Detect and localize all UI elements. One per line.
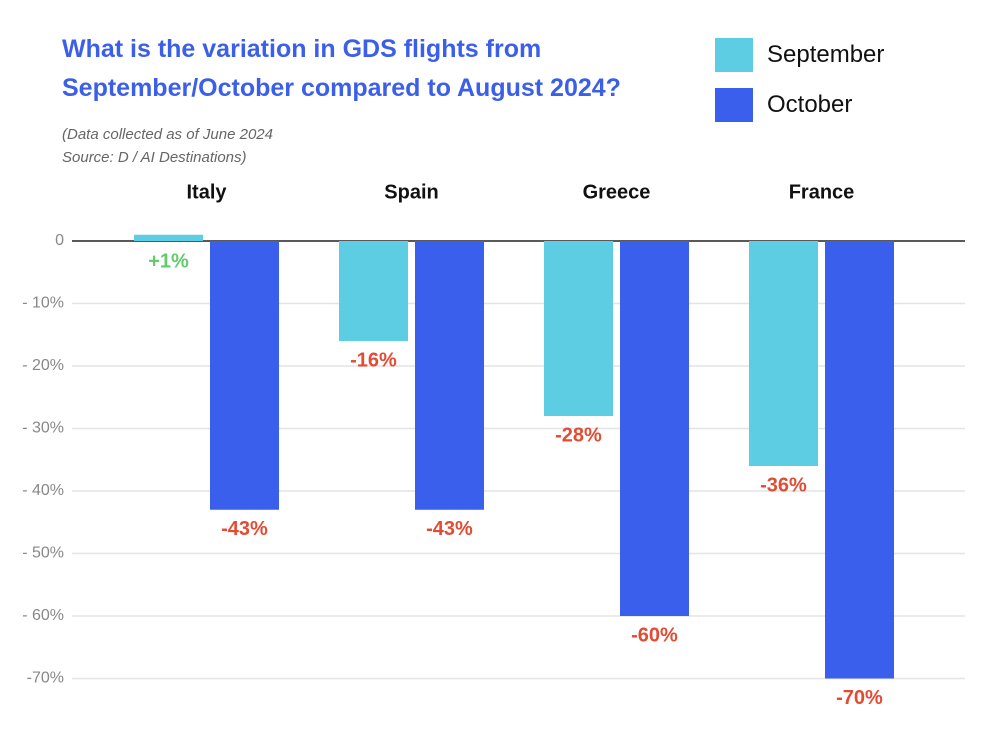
- bar-october: [415, 241, 484, 510]
- data-label: -28%: [555, 424, 602, 446]
- legend-label-september: September: [767, 41, 885, 68]
- y-tick-label: - 60%: [22, 607, 64, 624]
- data-label: -36%: [760, 474, 807, 496]
- legend-item-october: October: [715, 88, 884, 122]
- data-label: -60%: [631, 624, 678, 646]
- y-tick-label: 0: [55, 232, 64, 249]
- y-tick-label: - 20%: [22, 357, 64, 374]
- category-label: Italy: [186, 181, 227, 203]
- legend-label-october: October: [767, 91, 853, 118]
- y-tick-label: - 10%: [22, 295, 64, 312]
- legend-swatch-october: [715, 88, 753, 122]
- y-tick-label: - 50%: [22, 545, 64, 562]
- category-label: France: [789, 181, 855, 203]
- bar-september: [544, 241, 613, 416]
- data-label: -43%: [426, 518, 473, 540]
- bar-october: [210, 241, 279, 510]
- legend-item-september: September: [715, 38, 884, 72]
- chart-legend: September October: [715, 38, 884, 138]
- bar-september: [339, 241, 408, 341]
- y-tick-label: - 40%: [22, 482, 64, 499]
- category-label: Spain: [384, 181, 438, 203]
- data-label: -43%: [221, 518, 268, 540]
- data-label: -70%: [836, 687, 883, 709]
- y-tick-label: - 30%: [22, 420, 64, 437]
- bar-october: [620, 241, 689, 616]
- category-label: Greece: [583, 181, 651, 203]
- data-label: +1%: [148, 250, 189, 272]
- bar-september: [134, 234, 203, 241]
- legend-swatch-september: [715, 38, 753, 72]
- chart-title: What is the variation in GDS flights fro…: [62, 35, 621, 102]
- data-label: -16%: [350, 349, 397, 371]
- bar-september: [749, 241, 818, 466]
- source-note: Source: D / AI Destinations): [62, 149, 247, 166]
- bar-october: [825, 241, 894, 679]
- data-collection-note: (Data collected as of June 2024: [62, 126, 273, 143]
- y-tick-label: -70%: [27, 670, 64, 687]
